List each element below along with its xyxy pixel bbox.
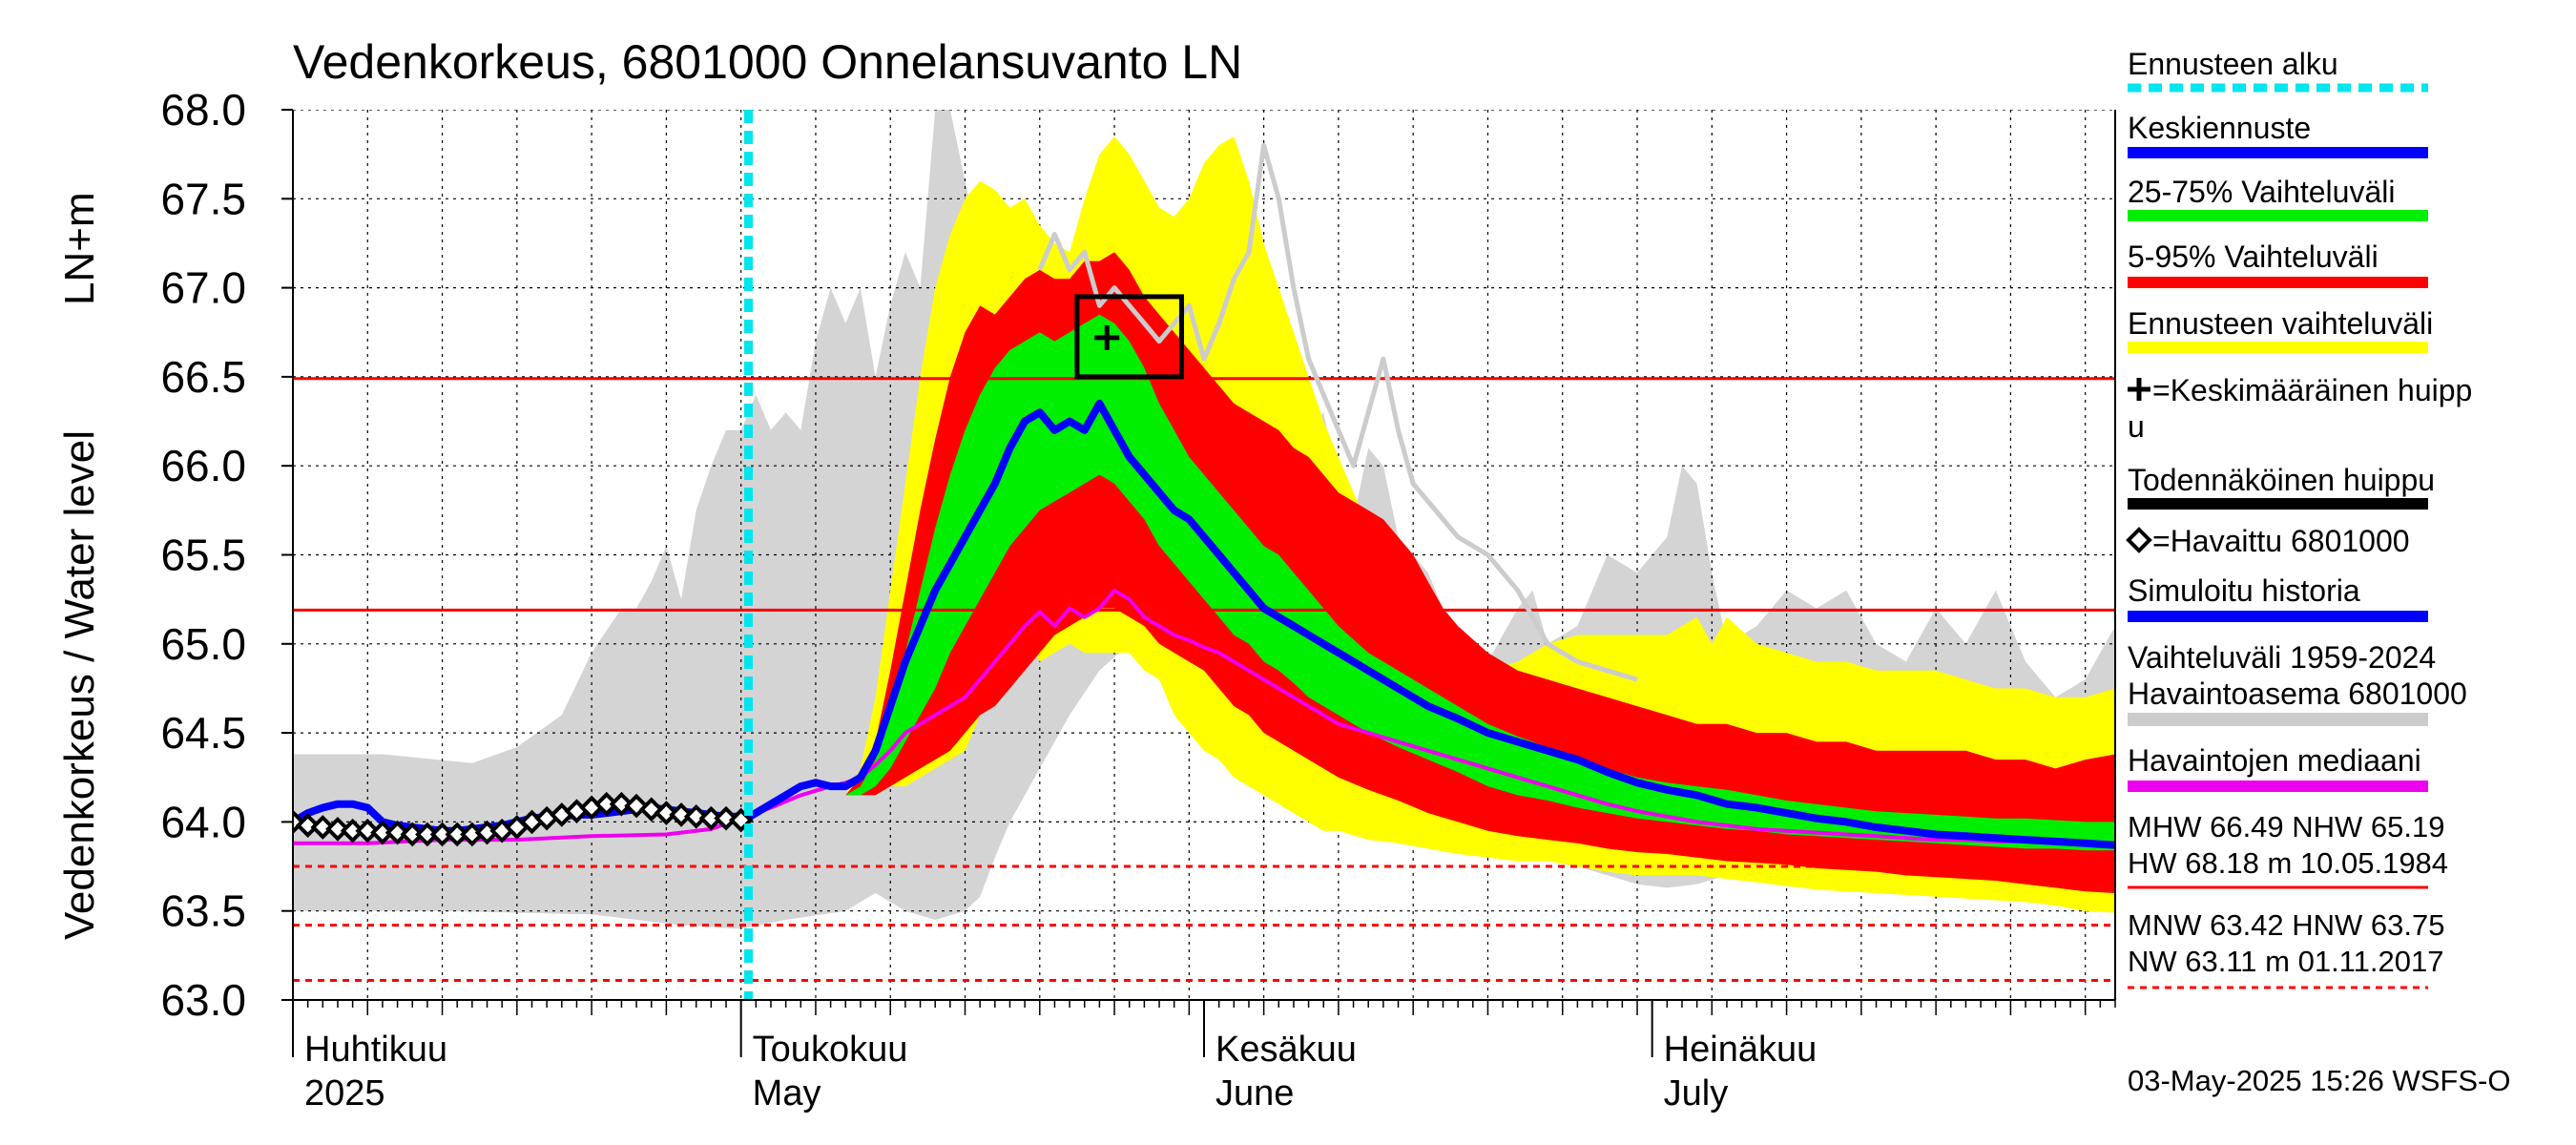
month-sublabel: June	[1215, 1073, 1294, 1114]
range-25-75-band	[845, 314, 2115, 851]
legend-label-cont: Havaintoasema 6801000	[2128, 677, 2467, 711]
legend-label: =Havaittu 6801000	[2152, 524, 2410, 558]
legend: Ennusteen alku Keskiennuste 25-75% Vaihtel…	[2126, 47, 2472, 792]
stats-line-2: HW 68.18 m 10.05.1984	[2128, 846, 2448, 880]
legend-label: Vaihteluväli 1959-2024	[2128, 640, 2436, 675]
y-tick-label: 63.0	[160, 975, 246, 1025]
y-axis-label: Vedenkorkeus / Water level	[56, 430, 103, 940]
y-tick-label: 66.5	[160, 352, 246, 402]
legend-label: =Keskimääräinen huipp	[2152, 373, 2472, 407]
observed-point	[609, 791, 634, 817]
observed-point	[638, 797, 664, 822]
legend-label-cont: u	[2128, 409, 2145, 444]
legend-label: 25-75% Vaihteluväli	[2128, 175, 2395, 209]
month-label: Toukokuu	[753, 1030, 908, 1070]
axes: 63.0 63.5 64.0 64.5 65.0 65.5 66.0 66.5 67.0 67.5…	[160, 85, 2116, 1114]
stats-line-3: MNW 63.42 HNW 63.75	[2128, 908, 2445, 942]
y-tick-label: 68.0	[160, 85, 246, 135]
y-tick-label: 64.5	[160, 708, 246, 758]
legend-plus-icon	[2128, 378, 2150, 401]
chart-title: Vedenkorkeus, 6801000 Onnelansuvanto LN	[293, 35, 1242, 89]
y-tick-label: 67.5	[160, 174, 246, 223]
plot-content	[293, 110, 2115, 1000]
legend-label: Simuloitu historia	[2128, 573, 2360, 608]
legend-label: Keskiennuste	[2128, 111, 2311, 145]
legend-label: Todennäköinen huippu	[2128, 463, 2435, 497]
legend-diamond-icon	[2126, 527, 2152, 553]
observed-point	[683, 803, 709, 829]
legend-label: 5-95% Vaihteluväli	[2128, 239, 2379, 274]
month-label: Kesäkuu	[1215, 1030, 1357, 1070]
observed-point	[714, 805, 738, 831]
month-label: Heinäkuu	[1664, 1030, 1818, 1070]
observed-point	[355, 818, 381, 843]
observed-point	[654, 801, 679, 825]
y-axis-unit-label: LN+m	[56, 192, 103, 305]
timestamp-label: 03-May-2025 15:26 WSFS-O	[2128, 1064, 2510, 1097]
observed-point	[295, 813, 321, 838]
legend-label: Ennusteen alku	[2128, 47, 2338, 81]
legend-label: Havaintojen mediaani	[2128, 743, 2421, 778]
probable-peak-box	[1074, 294, 1185, 380]
observed-point	[310, 815, 336, 840]
month-sublabel: 2025	[304, 1073, 385, 1114]
y-tick-label: 65.0	[160, 619, 246, 669]
plot-area	[293, 110, 2115, 1000]
reference-stats: MHW 66.49 NHW 65.19 HW 68.18 m 10.05.198…	[2128, 810, 2448, 989]
mean-peak-marker	[1094, 324, 1120, 350]
month-label: Huhtikuu	[304, 1030, 447, 1070]
month-sublabel: July	[1664, 1073, 1729, 1114]
stats-line-4: NW 63.11 m 01.11.2017	[2128, 945, 2443, 978]
mean-forecast-line	[738, 399, 2115, 849]
observed-point	[325, 817, 350, 842]
month-sublabel: May	[753, 1073, 821, 1114]
stats-line-1: MHW 66.49 NHW 65.19	[2128, 810, 2445, 843]
y-tick-label: 64.0	[160, 797, 246, 846]
y-tick-label: 63.5	[160, 886, 246, 936]
y-tick-label: 66.0	[160, 441, 246, 490]
y-tick-label: 65.5	[160, 531, 246, 580]
legend-label: Ennusteen vaihteluväli	[2128, 306, 2433, 341]
observed-point	[669, 802, 694, 827]
observed-point	[384, 820, 410, 845]
observed-point	[293, 809, 305, 835]
y-tick-label: 67.0	[160, 263, 246, 313]
